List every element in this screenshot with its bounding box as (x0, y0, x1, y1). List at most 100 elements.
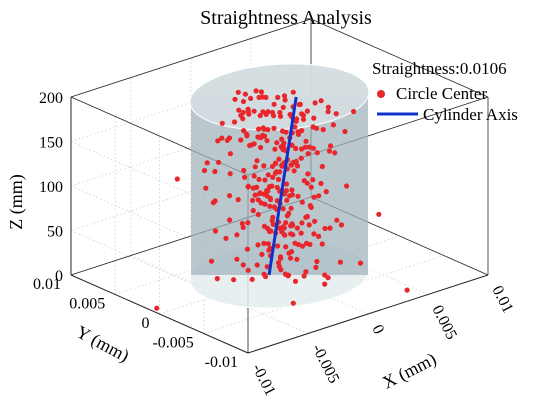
circle-center-point (258, 144, 264, 151)
circle-center-point (276, 260, 282, 266)
circle-center-point (303, 240, 310, 246)
circle-center-point (294, 225, 300, 231)
circle-center-point (265, 172, 271, 178)
y-tick-label: -0.005 (152, 335, 193, 352)
circle-center-point (318, 180, 324, 187)
axes-edge (310, 18, 489, 98)
circle-center-point (252, 164, 258, 170)
circle-center-point (277, 169, 283, 175)
circle-center-point (255, 242, 261, 248)
circle-center-point (276, 156, 282, 162)
circle-center-point (327, 225, 333, 231)
circle-center-point (245, 220, 251, 226)
circle-center-point (280, 104, 286, 110)
circle-center-point (279, 136, 285, 142)
circle-center-point (299, 146, 305, 152)
circle-center-point (291, 168, 297, 174)
circle-center-point (301, 273, 307, 279)
circle-center-point (287, 255, 294, 261)
circle-center-point (334, 217, 340, 223)
circle-center-point (227, 151, 233, 157)
circle-center-point (203, 185, 209, 191)
circle-center-point (261, 133, 268, 139)
circle-center-point (250, 197, 256, 203)
circle-center-point (322, 272, 328, 278)
legend: Straightness:0.0106 Circle Center Cylind… (372, 59, 518, 124)
circle-center-point (333, 111, 339, 117)
circle-center-point (154, 305, 160, 311)
circle-center-point (286, 210, 292, 216)
circle-center-point (283, 244, 289, 250)
circle-center-point (310, 177, 316, 183)
circle-center-point (261, 240, 267, 246)
axes-edge (247, 274, 489, 354)
legend-circle-center-marker (377, 90, 385, 98)
circle-center-point (215, 138, 221, 144)
circle-center-point (270, 221, 276, 227)
circle-center-point (212, 168, 218, 175)
circle-center-point (282, 97, 288, 103)
circle-center-point (269, 109, 276, 116)
circle-center-point (305, 171, 311, 177)
circle-center-point (316, 233, 322, 239)
circle-center-point (308, 184, 314, 190)
circle-center-point (277, 113, 284, 119)
circle-center-point (303, 214, 309, 220)
circle-center-point (289, 221, 295, 227)
circle-center-point (224, 137, 230, 143)
circle-center-point (266, 184, 273, 190)
circle-center-point (253, 184, 259, 190)
circle-center-point (241, 167, 247, 173)
circle-center-point (305, 151, 311, 157)
circle-center-point (323, 189, 329, 195)
circle-center-point (251, 173, 257, 179)
circle-center-point (295, 193, 301, 199)
circle-center-point (264, 138, 270, 144)
circle-center-point (174, 176, 180, 182)
circle-center-point (318, 98, 324, 104)
z-tick-label: 50 (47, 224, 63, 241)
circle-center-point (293, 145, 299, 152)
circle-center-point (292, 278, 299, 284)
circle-center-point (290, 300, 296, 306)
circle-center-point (253, 88, 259, 94)
circle-center-point (298, 230, 304, 236)
circle-center-point (288, 205, 294, 211)
circle-center-point (223, 235, 229, 241)
circle-center-point (322, 225, 328, 232)
circle-center-point (320, 127, 326, 133)
circle-center-point (270, 214, 276, 220)
circle-center-point (319, 241, 325, 247)
circle-center-point (240, 262, 246, 268)
circle-center-point (257, 113, 263, 119)
circle-center-point (330, 122, 336, 128)
circle-center-point (241, 128, 247, 134)
circle-center-point (313, 264, 319, 270)
circle-center-point (238, 137, 244, 143)
circle-center-point (325, 109, 331, 115)
circle-center-point (261, 163, 267, 169)
circle-center-point (311, 194, 317, 200)
circle-center-point (300, 112, 306, 118)
z-tick-label: 0 (55, 268, 63, 285)
circle-center-point (304, 180, 310, 186)
circle-center-point (271, 125, 277, 131)
chart-title: Straightness Analysis (200, 7, 372, 29)
circle-center-point (286, 193, 293, 199)
x-tick-label: 0 (368, 322, 387, 337)
circle-center-point (245, 183, 251, 189)
circle-center-point (327, 143, 334, 149)
circle-center-point (240, 98, 247, 105)
circle-center-point (274, 184, 280, 191)
circle-center-point (274, 140, 280, 146)
circle-center-point (267, 203, 273, 209)
circle-center-point (258, 89, 264, 95)
circle-center-point (281, 140, 287, 146)
y-axis-label: Y (mm) (73, 322, 133, 367)
circle-center-point (312, 100, 318, 106)
circle-center-point (288, 231, 294, 237)
circle-center-point (303, 138, 309, 144)
circle-center-point (265, 127, 271, 133)
circle-center-point (294, 256, 300, 262)
